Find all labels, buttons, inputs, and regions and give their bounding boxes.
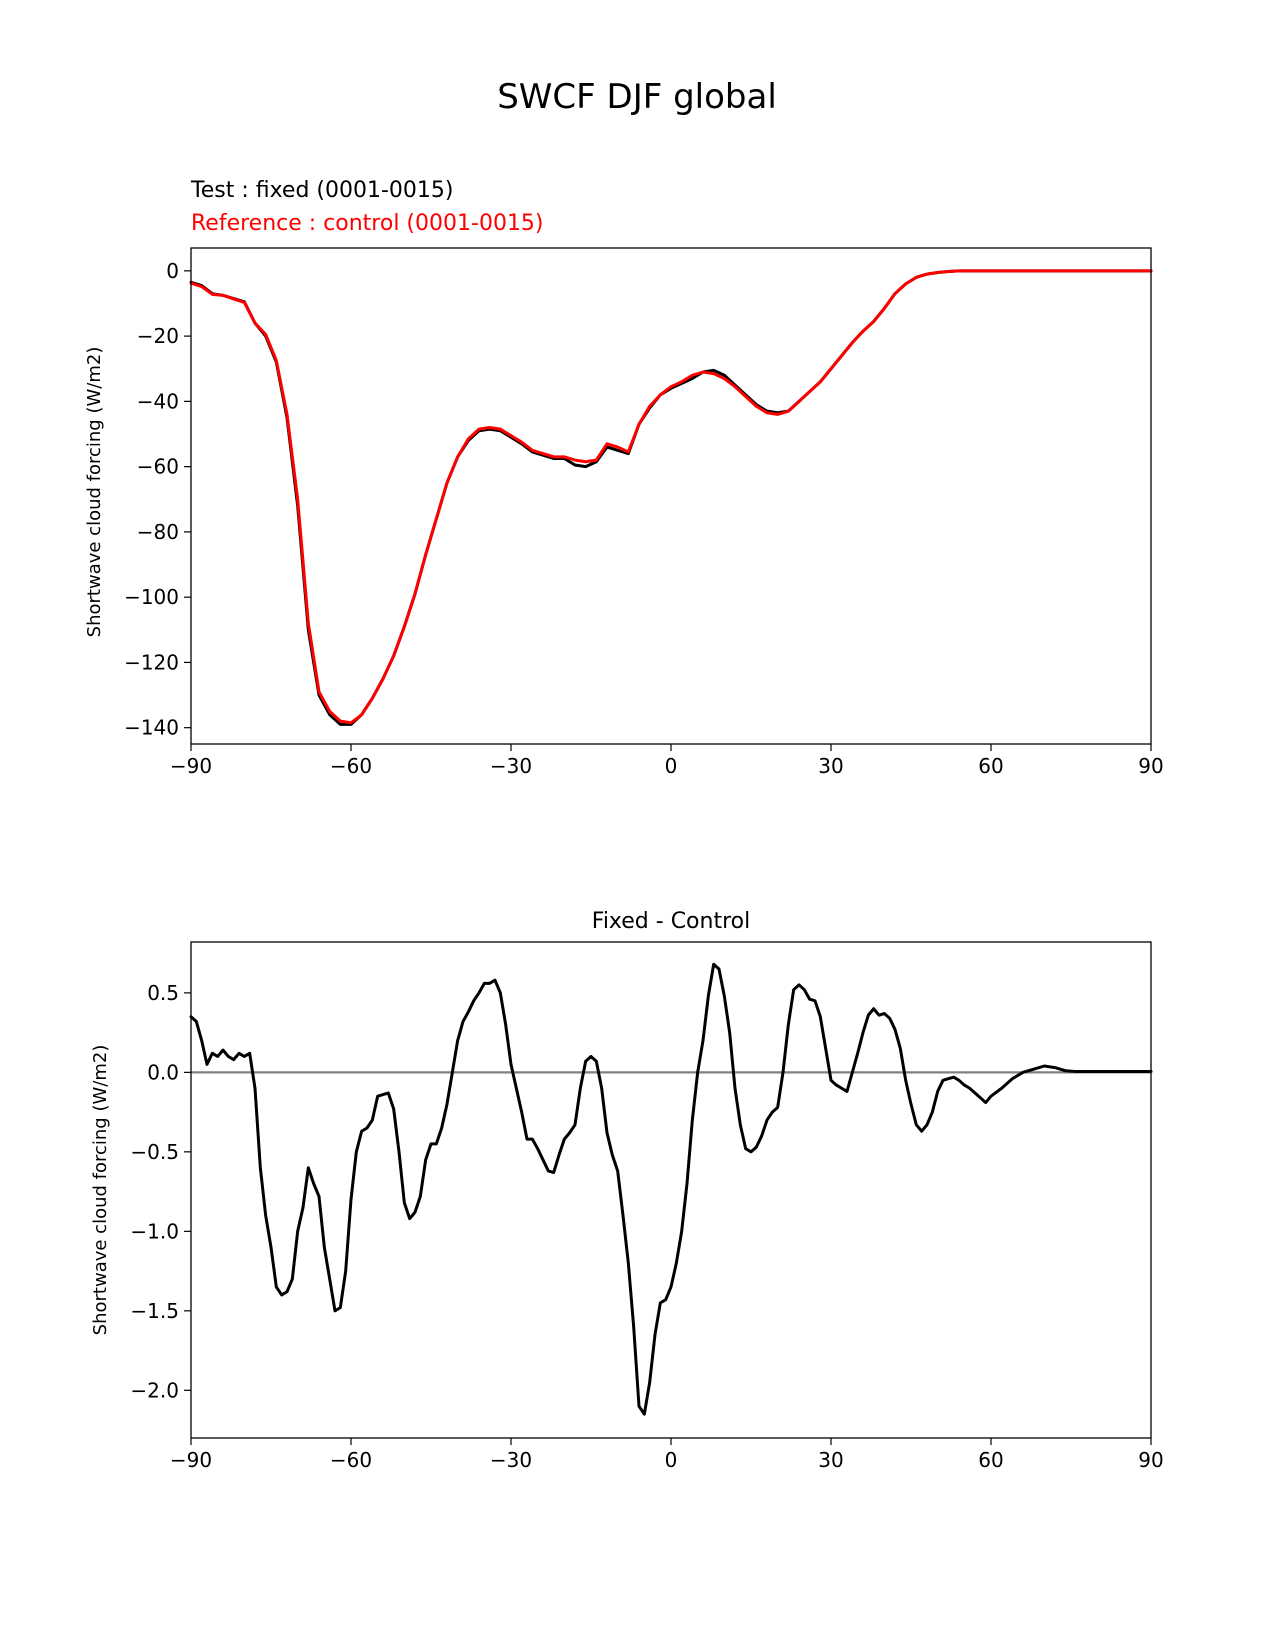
- x-tick-label: −30: [490, 754, 532, 778]
- x-tick-label: 60: [978, 1448, 1003, 1472]
- top-series-lines: [189, 269, 1153, 726]
- reference-title: Reference : control (0001-0015): [191, 211, 544, 236]
- x-tick-label: 90: [1138, 754, 1163, 778]
- top-ylabel: Shortwave cloud forcing (W/m2): [84, 347, 105, 638]
- y-tick-label: −1.0: [130, 1219, 179, 1243]
- series-line-1-0: [189, 962, 1153, 1416]
- y-tick-label: −20: [137, 324, 179, 348]
- y-tick-label: −0.5: [130, 1140, 179, 1164]
- bottom-axis-ticks: −90 −60 −30 0 30 60 90 0.5 0.0 −0.5 −1.0 −1.5 −2.0: [130, 981, 1163, 1472]
- y-tick-label: 0: [166, 259, 179, 283]
- top-plot-frame: [190, 247, 1152, 745]
- x-tick-label: 90: [1138, 1448, 1163, 1472]
- top-chart: Test : fixed (0001-0015) Reference : con…: [84, 178, 1164, 778]
- x-tick-label: 30: [818, 754, 843, 778]
- series-line-0-1: [189, 269, 1153, 725]
- y-tick-label: 0.0: [147, 1060, 179, 1084]
- y-tick-label: −140: [124, 716, 179, 740]
- x-tick-label: 30: [818, 1448, 843, 1472]
- y-tick-label: −100: [124, 585, 179, 609]
- y-tick-label: −1.5: [130, 1299, 179, 1323]
- y-tick-label: −120: [124, 650, 179, 674]
- x-tick-label: −30: [490, 1448, 532, 1472]
- y-tick-label: −80: [137, 520, 179, 544]
- y-tick-label: −60: [137, 455, 179, 479]
- x-tick-label: 0: [665, 754, 678, 778]
- figure-title: SWCF DJF global: [497, 77, 777, 117]
- x-tick-label: −60: [330, 1448, 372, 1472]
- bottom-chart: Fixed - Control Shortwave cloud forcing …: [90, 909, 1164, 1472]
- x-tick-label: 60: [978, 754, 1003, 778]
- bottom-plot-frame: [190, 941, 1152, 1439]
- x-tick-label: −90: [170, 1448, 212, 1472]
- series-line-0-0: [189, 269, 1153, 726]
- y-tick-label: −40: [137, 389, 179, 413]
- x-tick-label: 0: [665, 1448, 678, 1472]
- y-tick-label: 0.5: [147, 981, 179, 1005]
- x-tick-label: −90: [170, 754, 212, 778]
- top-axis-ticks: −90 −60 −30 0 30 60 90 0 −20 −40 −60 −80 −100 −120 −14…: [124, 259, 1164, 778]
- bottom-series-lines: [189, 962, 1153, 1416]
- difference-title: Fixed - Control: [592, 909, 750, 934]
- x-tick-label: −60: [330, 754, 372, 778]
- y-tick-label: −2.0: [130, 1378, 179, 1402]
- bottom-ylabel: Shortwave cloud forcing (W/m2): [90, 1045, 111, 1336]
- test-title: Test : fixed (0001-0015): [190, 178, 454, 203]
